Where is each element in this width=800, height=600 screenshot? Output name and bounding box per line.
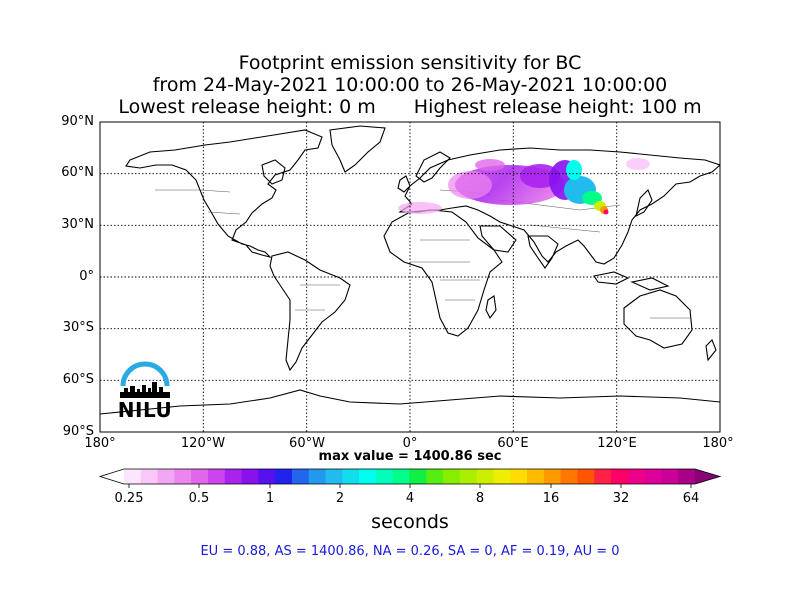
colorbar-tick-label: 4 [405,491,415,506]
lowest-release-height: Lowest release height: 0 m [118,96,376,118]
colorbar-cells [100,469,720,484]
colorbar-cell [527,469,545,484]
colorbar-cell [627,469,646,484]
colorbar-cell [426,469,444,484]
nilu-logo-text: NILU [117,398,173,422]
colorbar-tick-label: 8 [475,491,485,506]
colorbar-tick-label: 64 [682,491,700,506]
lon-label-0: 0° [402,436,418,451]
colorbar-cell [594,469,612,484]
footprint-plume [398,158,650,215]
colorbar-cell [661,469,679,484]
lat-label-60n: 60°N [61,165,94,180]
lat-label-30n: 30°N [61,217,94,232]
lon-label-120w: 120°W [180,436,226,451]
colorbar-cell [157,469,175,484]
lat-label-90s: 90°S [62,424,94,439]
colorbar-cell [476,469,494,484]
colorbar-cell [275,469,293,484]
colorbar-cell [342,469,360,484]
colorbar-tick-label: 32 [612,491,630,506]
colorbar-cell [493,469,511,484]
colorbar-cell [543,469,562,484]
colorbar-cell [678,469,696,484]
colorbar-cell [644,469,662,484]
regional-values: EU = 0.88, AS = 1400.86, NA = 0.26, SA =… [200,544,620,559]
colorbar-cell [459,469,478,484]
lon-label-180w: 180° [84,436,116,451]
lat-label-60s: 60°S [62,372,94,387]
gridlines [100,122,720,432]
lon-label-180e: 180° [702,436,734,451]
title-line-3: Lowest release height: 0 m Highest releas… [0,96,800,118]
colorbar-tick-label: 0.5 [188,491,210,506]
colorbar-cell [375,469,394,484]
lon-label-120e: 120°E [597,436,637,451]
colorbar-cell [308,469,326,484]
lat-label-30s: 30°S [62,320,94,335]
max-value-label: max value = 1400.86 sec [318,449,502,464]
colorbar-tick-label: 0.25 [114,491,144,506]
colorbar-cell [695,469,720,484]
colorbar-cell [291,469,310,484]
map-frame [99,121,721,433]
title-line-1: Footprint emission sensitivity for BC [238,52,582,74]
colorbar-cell [392,469,410,484]
highest-release-height: Highest release height: 100 m [413,96,702,118]
colorbar-cell [207,469,226,484]
colorbar-cell [443,469,461,484]
colorbar-cell [140,469,158,484]
colorbar-tick-label: 1 [265,491,275,506]
colorbar-units: seconds [371,511,449,533]
colorbar-outline [98,468,722,485]
colorbar-cell [560,469,578,484]
colorbar-cell [124,469,142,484]
colorbar-cell [409,469,427,484]
colorbar-tick-label: 16 [542,491,560,506]
colorbar-cell [510,469,528,484]
lat-label-90n: 90°N [61,114,94,129]
nilu-logo-graphic [120,361,170,398]
coastlines [100,125,720,415]
lon-label-60w: 60°W [289,436,325,451]
colorbar-cell [174,469,192,484]
colorbar-cell [577,469,595,484]
colorbar-cell [224,469,242,484]
title-line-2: from 24-May-2021 10:00:00 to 26-May-2021… [152,74,668,96]
lat-label-0: 0° [79,269,94,284]
colorbar-cell [611,469,629,484]
colorbar-cell [359,469,377,484]
colorbar-cell [325,469,343,484]
colorbar-tick-label: 2 [335,491,345,506]
nilu-logo: NILU [116,358,174,424]
colorbar-cell [191,469,209,484]
colorbar-cell [100,469,124,484]
lon-label-60e: 60°E [497,436,529,451]
colorbar-cell [258,469,276,484]
colorbar-cell [241,469,259,484]
colorbar-ticks [128,484,692,488]
